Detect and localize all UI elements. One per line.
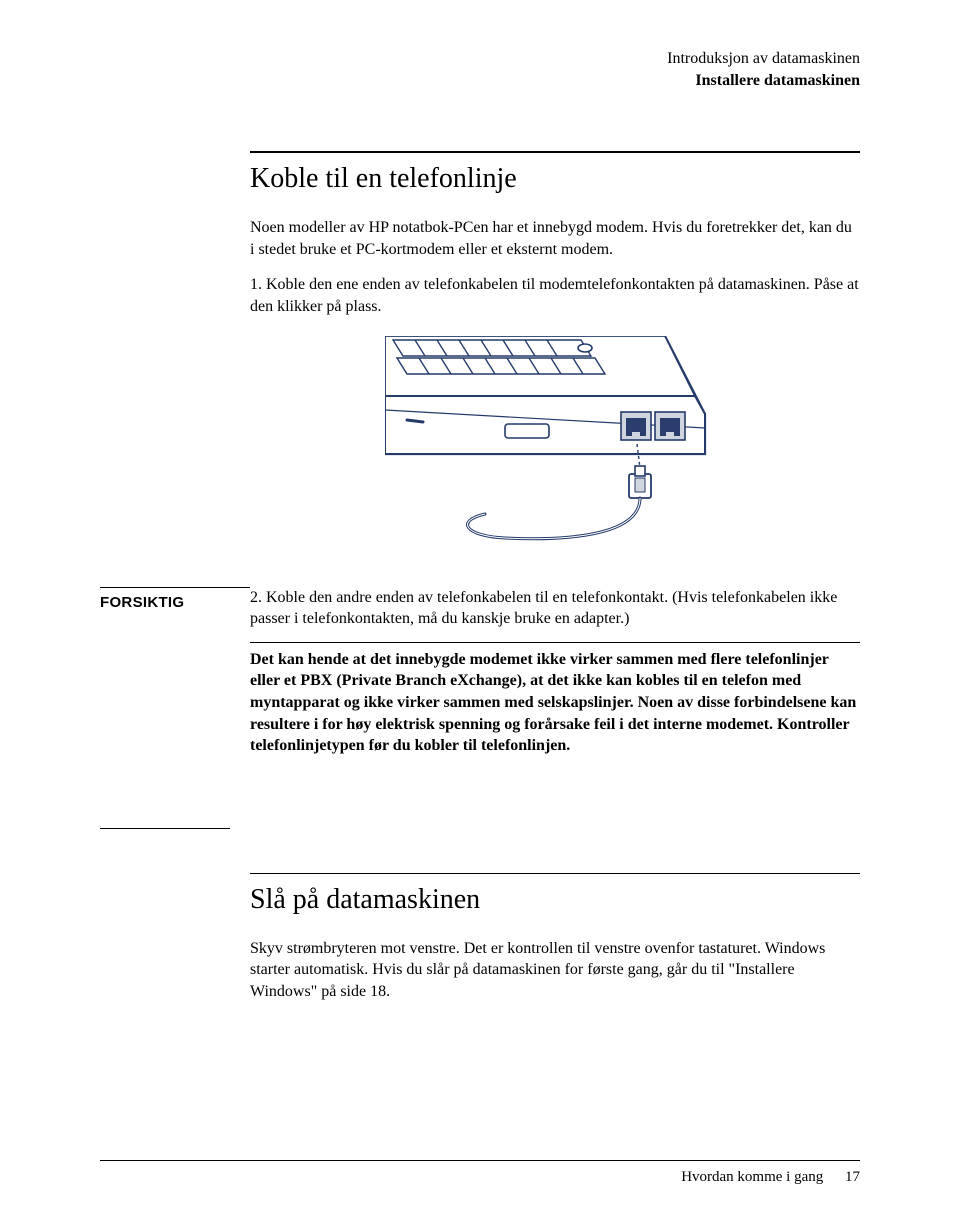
modem-connection-illustration: [250, 336, 860, 551]
section1-step1: 1. Koble den ene enden av telefonkabelen…: [250, 274, 860, 317]
caution-block: FORSIKTIG 2. Koble den andre enden av te…: [100, 587, 860, 829]
footer-title: Hvordan komme i gang: [681, 1169, 823, 1185]
page-footer: Hvordan komme i gang 17: [100, 1160, 860, 1186]
header-section: Installere datamaskinen: [100, 70, 860, 92]
footer-page-number: 17: [845, 1169, 860, 1185]
laptop-modem-svg: [385, 336, 725, 546]
section1-step2: 2. Koble den andre enden av telefonkabel…: [250, 587, 860, 630]
modem-port-icon: [621, 412, 651, 440]
header-chapter: Introduksjon av datamaskinen: [100, 48, 860, 70]
caution-body-column: 2. Koble den andre enden av telefonkabel…: [250, 587, 860, 757]
section2: Slå på datamaskinen Skyv strømbryteren m…: [250, 873, 860, 1003]
section2-title: Slå på datamaskinen: [250, 884, 860, 916]
rj11-plug-icon: [629, 466, 651, 498]
lan-port-icon: [655, 412, 685, 440]
section1-title: Koble til en telefonlinje: [250, 163, 860, 195]
caution-label-column: FORSIKTIG: [100, 587, 250, 829]
caution-label: FORSIKTIG: [100, 594, 184, 611]
section2-rule: [250, 873, 860, 874]
caution-text: Det kan hende at det innebygde modemet i…: [250, 649, 860, 757]
content-area: Koble til en telefonlinje Noen modeller …: [250, 151, 860, 550]
section2-body: Skyv strømbryteren mot venstre. Det er k…: [250, 938, 860, 1003]
caution-label-underline: [100, 828, 230, 829]
page-header: Introduksjon av datamaskinen Installere …: [100, 48, 860, 91]
section1-intro: Noen modeller av HP notatbok-PCen har et…: [250, 217, 860, 260]
caution-top-rule: [250, 642, 860, 643]
section-rule: [250, 151, 860, 153]
phone-cable-icon: [468, 498, 640, 539]
